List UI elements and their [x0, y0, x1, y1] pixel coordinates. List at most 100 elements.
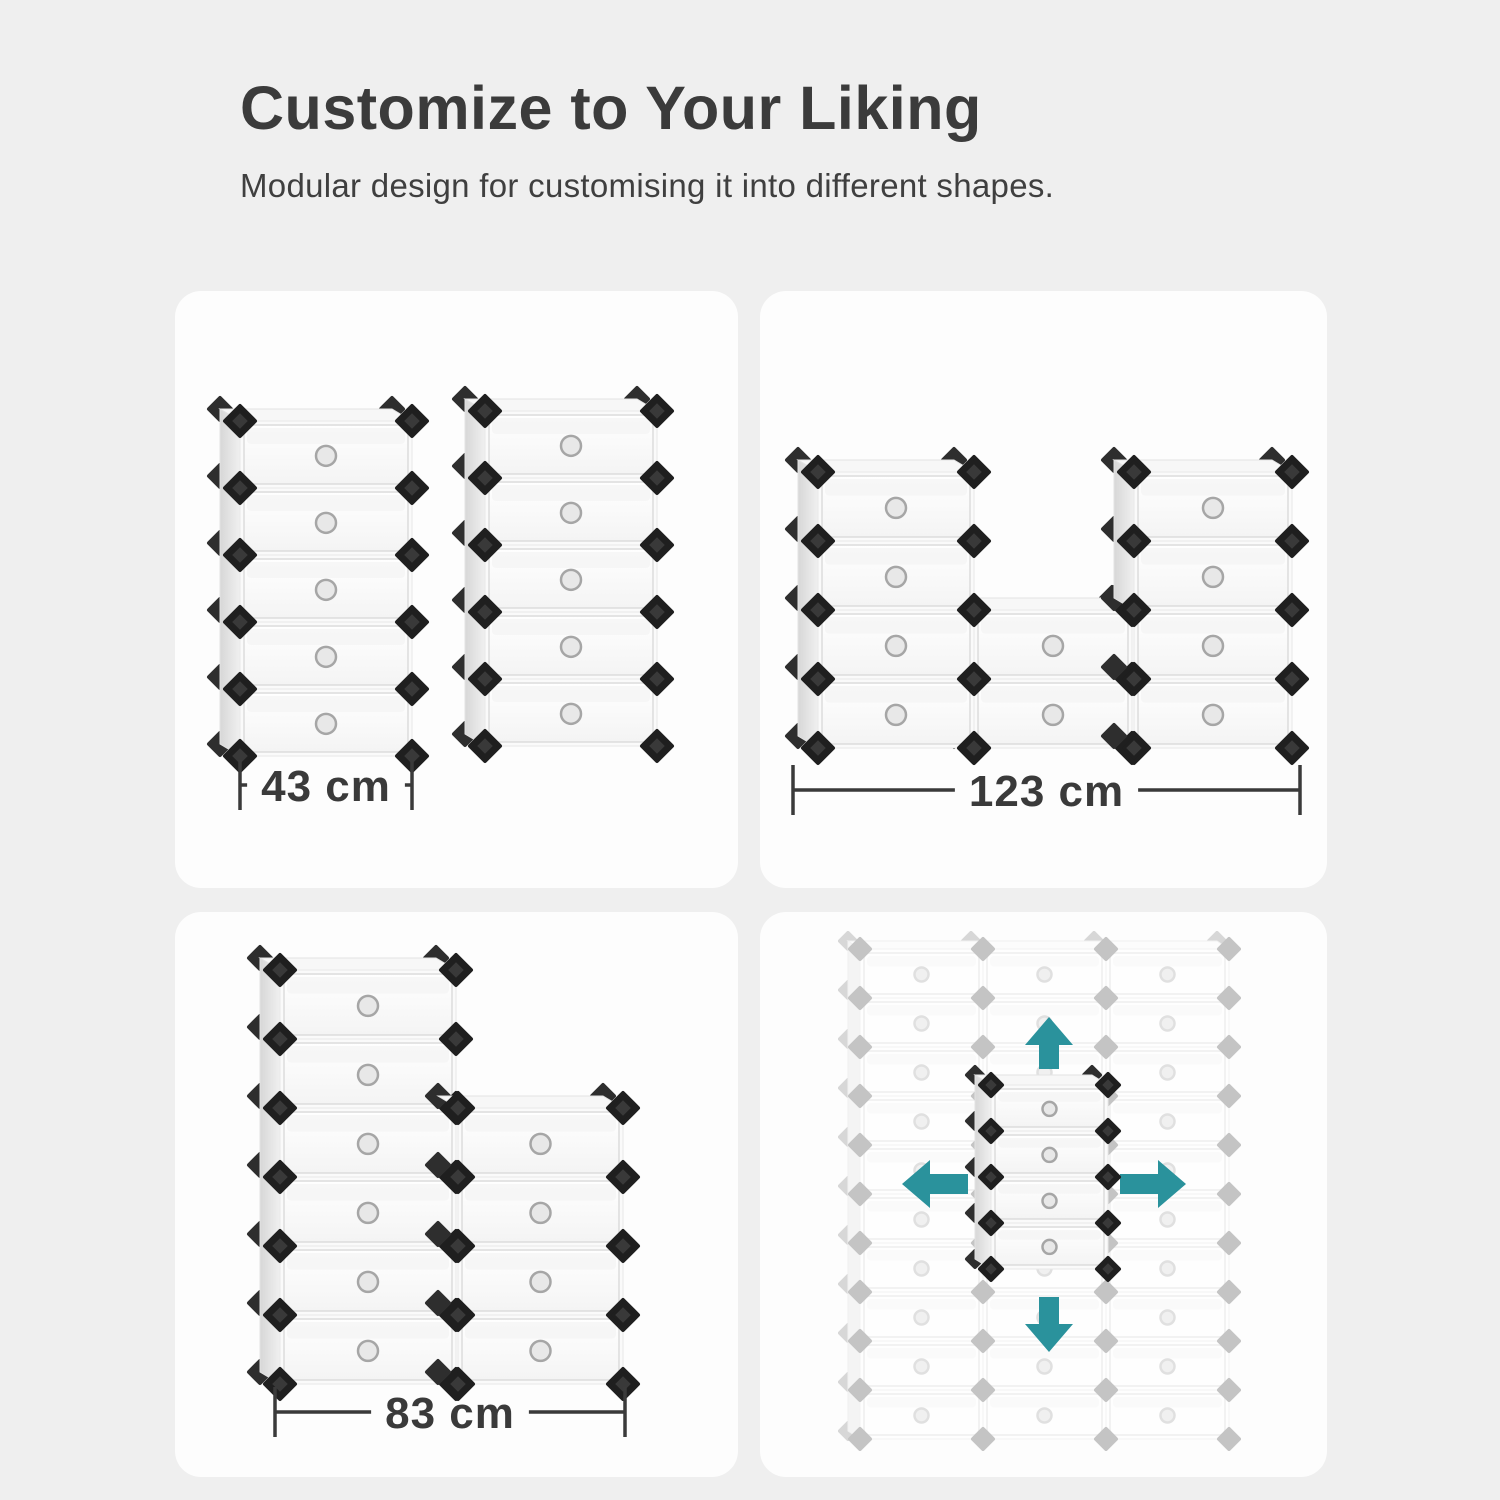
- cube-interior-shade: [867, 1152, 976, 1163]
- door-knob-icon: [1036, 1407, 1053, 1424]
- cube-interior-shade: [1113, 1299, 1222, 1310]
- door-knob-icon: [884, 565, 908, 589]
- door-knob-icon: [356, 1270, 380, 1294]
- connector-icon: [848, 986, 872, 1010]
- cube-interior-shade: [981, 686, 1125, 703]
- door-knob-icon: [884, 496, 908, 520]
- door-knob-icon: [913, 1260, 930, 1277]
- door-knob-icon: [356, 1339, 380, 1363]
- connector-highlight: [1126, 671, 1142, 687]
- connector-highlight: [404, 413, 420, 429]
- connector-highlight: [272, 1376, 288, 1392]
- cube-interior-shade: [867, 1299, 976, 1310]
- cube-interior-shade: [247, 696, 405, 712]
- tower-left: [785, 447, 991, 765]
- door-knob-icon: [1159, 1211, 1176, 1228]
- connector-highlight: [272, 1100, 288, 1116]
- door-knob-icon: [1036, 966, 1053, 983]
- connector-highlight: [450, 1238, 466, 1254]
- door-knob-icon: [884, 703, 908, 727]
- connector-icon: [1217, 937, 1241, 961]
- dimension-label: 43 cm: [261, 762, 391, 811]
- door-knob-icon: [913, 1113, 930, 1130]
- door-knob-icon: [1159, 1309, 1176, 1326]
- connector-highlight: [272, 1307, 288, 1323]
- connector-icon: [848, 1280, 872, 1304]
- door-knob-icon: [1041, 1238, 1058, 1256]
- door-knob-icon: [529, 1201, 552, 1225]
- cube-interior-shade: [465, 1184, 616, 1201]
- connector-icon: [1094, 1378, 1118, 1402]
- expandable-grid-illustration: [838, 931, 1241, 1451]
- connector-icon: [848, 1378, 872, 1402]
- connector-icon: [971, 1035, 995, 1059]
- cube-interior-shade: [1113, 1103, 1222, 1114]
- cube-interior-shade: [981, 617, 1125, 634]
- door-knob-icon: [356, 1063, 380, 1087]
- back-connector-icon: [425, 1290, 451, 1316]
- door-knob-icon: [314, 511, 338, 535]
- connector-icon: [971, 1427, 995, 1451]
- cube-interior-shade: [1113, 1348, 1222, 1359]
- cube-interior-shade: [492, 619, 650, 635]
- cube-interior-shade: [287, 1115, 449, 1132]
- cube-interior-shade: [1113, 1054, 1222, 1065]
- cube-interior-shade: [825, 617, 967, 634]
- connector-highlight: [1126, 533, 1142, 549]
- cube-interior-shade: [867, 1054, 976, 1065]
- connector-icon: [1094, 986, 1118, 1010]
- back-connector-icon: [1101, 654, 1127, 680]
- door-knob-icon: [314, 712, 338, 736]
- connector-highlight: [615, 1307, 631, 1323]
- door-knob-icon: [1201, 703, 1225, 727]
- solid-tower: [965, 1065, 1121, 1282]
- door-knob-icon: [314, 645, 338, 669]
- connector-icon: [1217, 1035, 1241, 1059]
- cube-interior-shade: [825, 686, 967, 703]
- door-knob-icon: [529, 1270, 552, 1294]
- cube-interior-shade: [998, 1138, 1101, 1148]
- connector-icon: [848, 1182, 872, 1206]
- connector-icon: [848, 1084, 872, 1108]
- connector-icon: [1217, 986, 1241, 1010]
- door-knob-icon: [529, 1339, 552, 1363]
- door-knob-icon: [1159, 1407, 1176, 1424]
- cube-interior-shade: [867, 1397, 976, 1408]
- cube-interior-shade: [492, 485, 650, 501]
- door-knob-icon: [884, 634, 908, 658]
- door-knob-icon: [1159, 966, 1176, 983]
- cube-interior-shade: [1141, 548, 1285, 565]
- cube-interior-shade: [990, 1005, 1099, 1016]
- dimension-label: 123 cm: [969, 767, 1124, 816]
- door-knob-icon: [1159, 1358, 1176, 1375]
- connector-highlight: [1284, 740, 1300, 756]
- cube-interior-shade: [1113, 1397, 1222, 1408]
- connector-icon: [848, 1133, 872, 1157]
- dimension-annotation: 43 cm: [238, 760, 414, 811]
- connector-icon: [848, 1035, 872, 1059]
- door-knob-icon: [913, 1407, 930, 1424]
- door-knob-icon: [1159, 1015, 1176, 1032]
- connector-icon: [1217, 1231, 1241, 1255]
- cube-interior-shade: [867, 1005, 976, 1016]
- connector-icon: [848, 1231, 872, 1255]
- cube-interior-shade: [287, 1322, 449, 1339]
- connector-highlight: [985, 1217, 997, 1229]
- connector-icon: [971, 1329, 995, 1353]
- door-knob-icon: [314, 444, 338, 468]
- door-knob-icon: [913, 1211, 930, 1228]
- cube-interior-shade: [867, 1348, 976, 1359]
- door-knob-icon: [1201, 634, 1225, 658]
- connector-highlight: [1284, 602, 1300, 618]
- door-knob-icon: [559, 568, 583, 592]
- cube-interior-shade: [492, 418, 650, 434]
- connector-icon: [1217, 1133, 1241, 1157]
- cube-interior-shade: [287, 1046, 449, 1063]
- connector-highlight: [615, 1169, 631, 1185]
- step-shape-illustration: 83 cm: [247, 945, 640, 1438]
- cube-interior-shade: [998, 1092, 1101, 1102]
- back-connector-icon: [425, 1152, 451, 1178]
- back-connector-icon: [1101, 723, 1127, 749]
- connector-highlight: [232, 480, 248, 496]
